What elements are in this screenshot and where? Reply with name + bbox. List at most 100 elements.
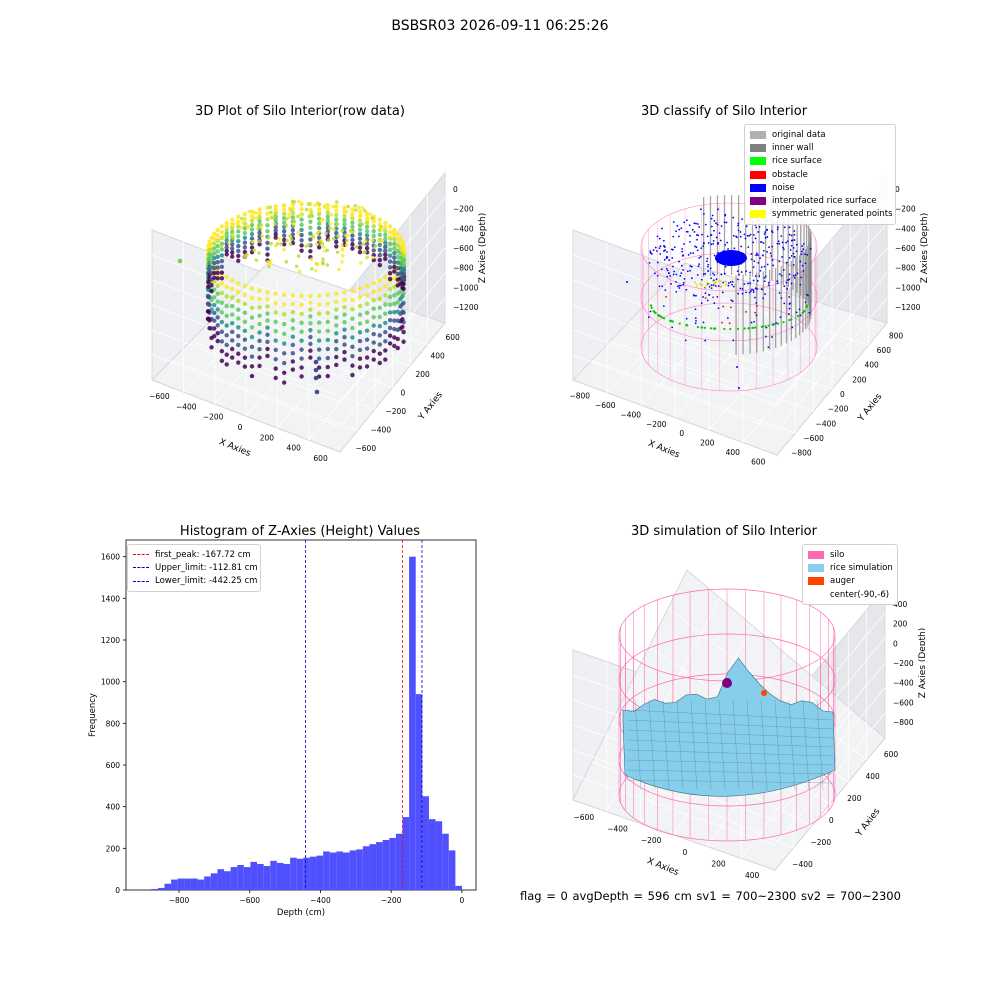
p3-histogram-bar bbox=[329, 852, 337, 890]
p2-noise-point bbox=[806, 253, 809, 256]
p1-data-point bbox=[265, 223, 270, 228]
p2-noise-point bbox=[750, 321, 753, 324]
p1-data-point bbox=[281, 292, 287, 298]
p3-y-tick-label: 400 bbox=[106, 803, 121, 812]
legend-label: inner wall bbox=[772, 142, 814, 153]
p4-mesh-line bbox=[626, 749, 834, 757]
p2-noise-point bbox=[713, 229, 715, 232]
p1-data-point bbox=[215, 323, 220, 328]
p1-data-point bbox=[392, 301, 397, 306]
p2-symmetric-point bbox=[717, 279, 720, 282]
p3-histogram-bar bbox=[316, 855, 324, 890]
p2-noise-point bbox=[800, 253, 803, 256]
p1-data-point bbox=[401, 262, 406, 268]
p2-outlier-point bbox=[626, 281, 628, 283]
p1-data-point bbox=[215, 249, 220, 254]
p1-data-point bbox=[296, 214, 300, 219]
p1-data-point bbox=[229, 278, 235, 283]
p4-mesh-line bbox=[626, 759, 834, 766]
p4-z-tick-label: 400 bbox=[893, 600, 908, 609]
p2-noise-point bbox=[739, 235, 742, 238]
panel1-title: 3D Plot of Silo Interior(row data) bbox=[195, 104, 405, 119]
p2-noise-point bbox=[682, 282, 685, 284]
p3-histogram-bar bbox=[263, 866, 271, 890]
p2-noise-point bbox=[771, 231, 774, 234]
p2-rice-point bbox=[650, 306, 653, 310]
p2-noise-point bbox=[675, 230, 677, 233]
p2-noise-point bbox=[788, 313, 790, 315]
p1-data-point bbox=[219, 358, 225, 364]
p1-data-point bbox=[297, 199, 301, 204]
p1-data-point bbox=[299, 302, 304, 308]
p2-noise-point bbox=[758, 226, 761, 228]
p3-histogram-bar bbox=[290, 857, 297, 890]
p1-data-point bbox=[325, 218, 331, 223]
p1-data-point bbox=[239, 225, 244, 230]
p1-data-point bbox=[249, 231, 255, 237]
p1-data-point bbox=[285, 238, 289, 243]
p2-noise-point bbox=[691, 228, 694, 231]
p1-data-point bbox=[324, 231, 328, 236]
p2-noise-point bbox=[659, 253, 662, 255]
p1-data-point bbox=[236, 239, 241, 244]
legend-label: auger bbox=[830, 576, 855, 587]
p2-noise-point bbox=[659, 245, 662, 248]
p2-noise-point bbox=[775, 322, 778, 324]
p1-data-point bbox=[395, 318, 400, 323]
p2-noise-point bbox=[756, 280, 759, 282]
p2-noise-point bbox=[710, 284, 713, 286]
p2-noise-point bbox=[702, 245, 705, 248]
p2-noise-point bbox=[782, 248, 785, 251]
legend-label: obstacle bbox=[772, 169, 808, 180]
p2-obstacle-point bbox=[754, 311, 757, 314]
p1-data-point bbox=[282, 247, 286, 252]
p1-data-point bbox=[308, 249, 313, 254]
p1-data-point bbox=[371, 281, 376, 286]
p2-noise-point bbox=[752, 279, 755, 282]
p3-x-axis-label: Depth (cm) bbox=[277, 908, 325, 918]
p2-noise-point bbox=[778, 260, 781, 262]
p1-data-point bbox=[371, 340, 376, 345]
legend-entry: Lower_limit: -442.25 cm bbox=[133, 575, 257, 588]
p3-x-tick-label: −800 bbox=[169, 896, 190, 905]
p1-data-point bbox=[387, 253, 393, 258]
p1-data-point bbox=[342, 312, 347, 317]
p1-data-point bbox=[350, 214, 354, 218]
p2-noise-point bbox=[710, 233, 713, 236]
p2-symmetric-point bbox=[720, 285, 723, 288]
p1-data-point bbox=[242, 216, 248, 221]
p1-data-point bbox=[242, 310, 248, 316]
p1-data-point bbox=[371, 323, 376, 328]
p2-noise-point bbox=[786, 240, 789, 243]
p3-histogram-bar bbox=[442, 833, 449, 890]
p1-data-point bbox=[392, 255, 397, 260]
p2-noise-point bbox=[721, 291, 724, 294]
p1-x-tick-label: −400 bbox=[176, 402, 197, 411]
p2-noise-point bbox=[710, 243, 713, 246]
p1-data-point bbox=[281, 220, 287, 225]
p2-symmetric-point bbox=[709, 286, 712, 289]
p1-data-point bbox=[215, 259, 220, 265]
p1-data-point bbox=[383, 284, 388, 289]
p1-data-point bbox=[325, 210, 331, 215]
p1-data-point bbox=[401, 243, 406, 249]
p2-noise-point bbox=[792, 274, 795, 277]
p1-data-point bbox=[325, 346, 331, 352]
p1-data-point bbox=[387, 325, 393, 331]
p2-noise-point bbox=[687, 254, 690, 256]
p2-noise-point bbox=[700, 247, 703, 250]
p2-noise-point bbox=[767, 281, 770, 284]
p2-noise-point bbox=[658, 247, 661, 250]
p1-data-point bbox=[383, 244, 388, 250]
p2-noise-point bbox=[699, 255, 702, 258]
p2-symmetric-point bbox=[724, 280, 727, 283]
p2-noise-point bbox=[767, 284, 770, 287]
p1-data-point bbox=[219, 329, 225, 334]
p2-noise-point bbox=[746, 234, 749, 237]
p2-noise-point bbox=[737, 224, 739, 227]
p2-noise-point bbox=[741, 288, 744, 290]
p1-data-point bbox=[215, 270, 220, 276]
p1-data-point bbox=[350, 207, 355, 212]
p2-noise-point bbox=[678, 287, 681, 289]
panel4-title: 3D simulation of Silo Interior bbox=[631, 524, 817, 539]
